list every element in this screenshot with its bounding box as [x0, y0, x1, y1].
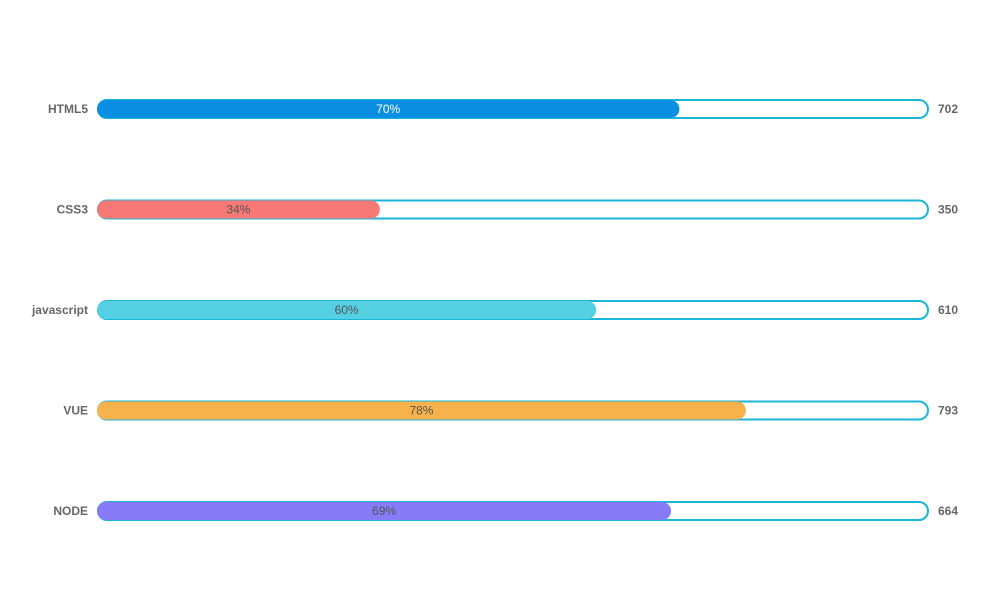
- category-label: HTML5: [48, 102, 88, 116]
- value-label: 350: [938, 203, 958, 217]
- percent-label: 60%: [335, 303, 359, 317]
- value-label: 793: [938, 404, 958, 418]
- percent-label: 70%: [376, 102, 400, 116]
- value-label: 702: [938, 102, 958, 116]
- bar-row-javascript: javascript 60% 610: [31, 300, 958, 320]
- category-label: CSS3: [57, 203, 89, 217]
- category-label: VUE: [63, 404, 88, 418]
- bar-row-vue: VUE 78% 793: [63, 400, 958, 421]
- bar-fill: [97, 502, 672, 520]
- percent-label: 34%: [226, 203, 250, 217]
- category-label: javascript: [31, 303, 88, 317]
- bar-row-html5: HTML5 70% 702: [48, 99, 958, 119]
- value-label: 610: [938, 303, 958, 317]
- bar-row-css3: CSS3 34% 350: [57, 199, 958, 220]
- bar-fill: [97, 401, 746, 420]
- bar-fill: [97, 100, 680, 118]
- percent-label: 78%: [409, 404, 433, 418]
- value-label: 664: [938, 504, 958, 518]
- bar-fill: [97, 200, 380, 219]
- category-label: NODE: [53, 504, 88, 518]
- bar-row-node: NODE 69% 664: [53, 501, 958, 521]
- percent-label: 69%: [372, 504, 396, 518]
- bar-fill: [97, 301, 597, 319]
